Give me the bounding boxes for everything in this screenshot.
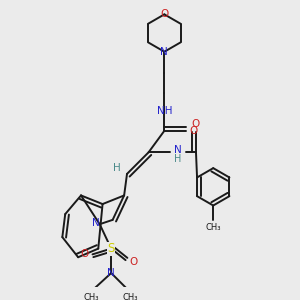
Text: H: H [175, 154, 182, 164]
Text: N: N [160, 47, 168, 57]
Text: O: O [80, 249, 88, 260]
Text: NH: NH [157, 106, 172, 116]
Text: N: N [92, 218, 99, 228]
Text: CH₃: CH₃ [122, 293, 138, 300]
Text: H: H [113, 163, 121, 173]
Text: S: S [107, 242, 115, 255]
Text: CH₃: CH₃ [206, 224, 221, 232]
Text: N: N [174, 145, 182, 155]
Text: O: O [160, 9, 169, 20]
Text: O: O [192, 119, 200, 129]
Text: O: O [189, 126, 197, 136]
Text: CH₃: CH₃ [83, 293, 99, 300]
Text: O: O [130, 256, 138, 266]
Text: N: N [107, 268, 115, 278]
